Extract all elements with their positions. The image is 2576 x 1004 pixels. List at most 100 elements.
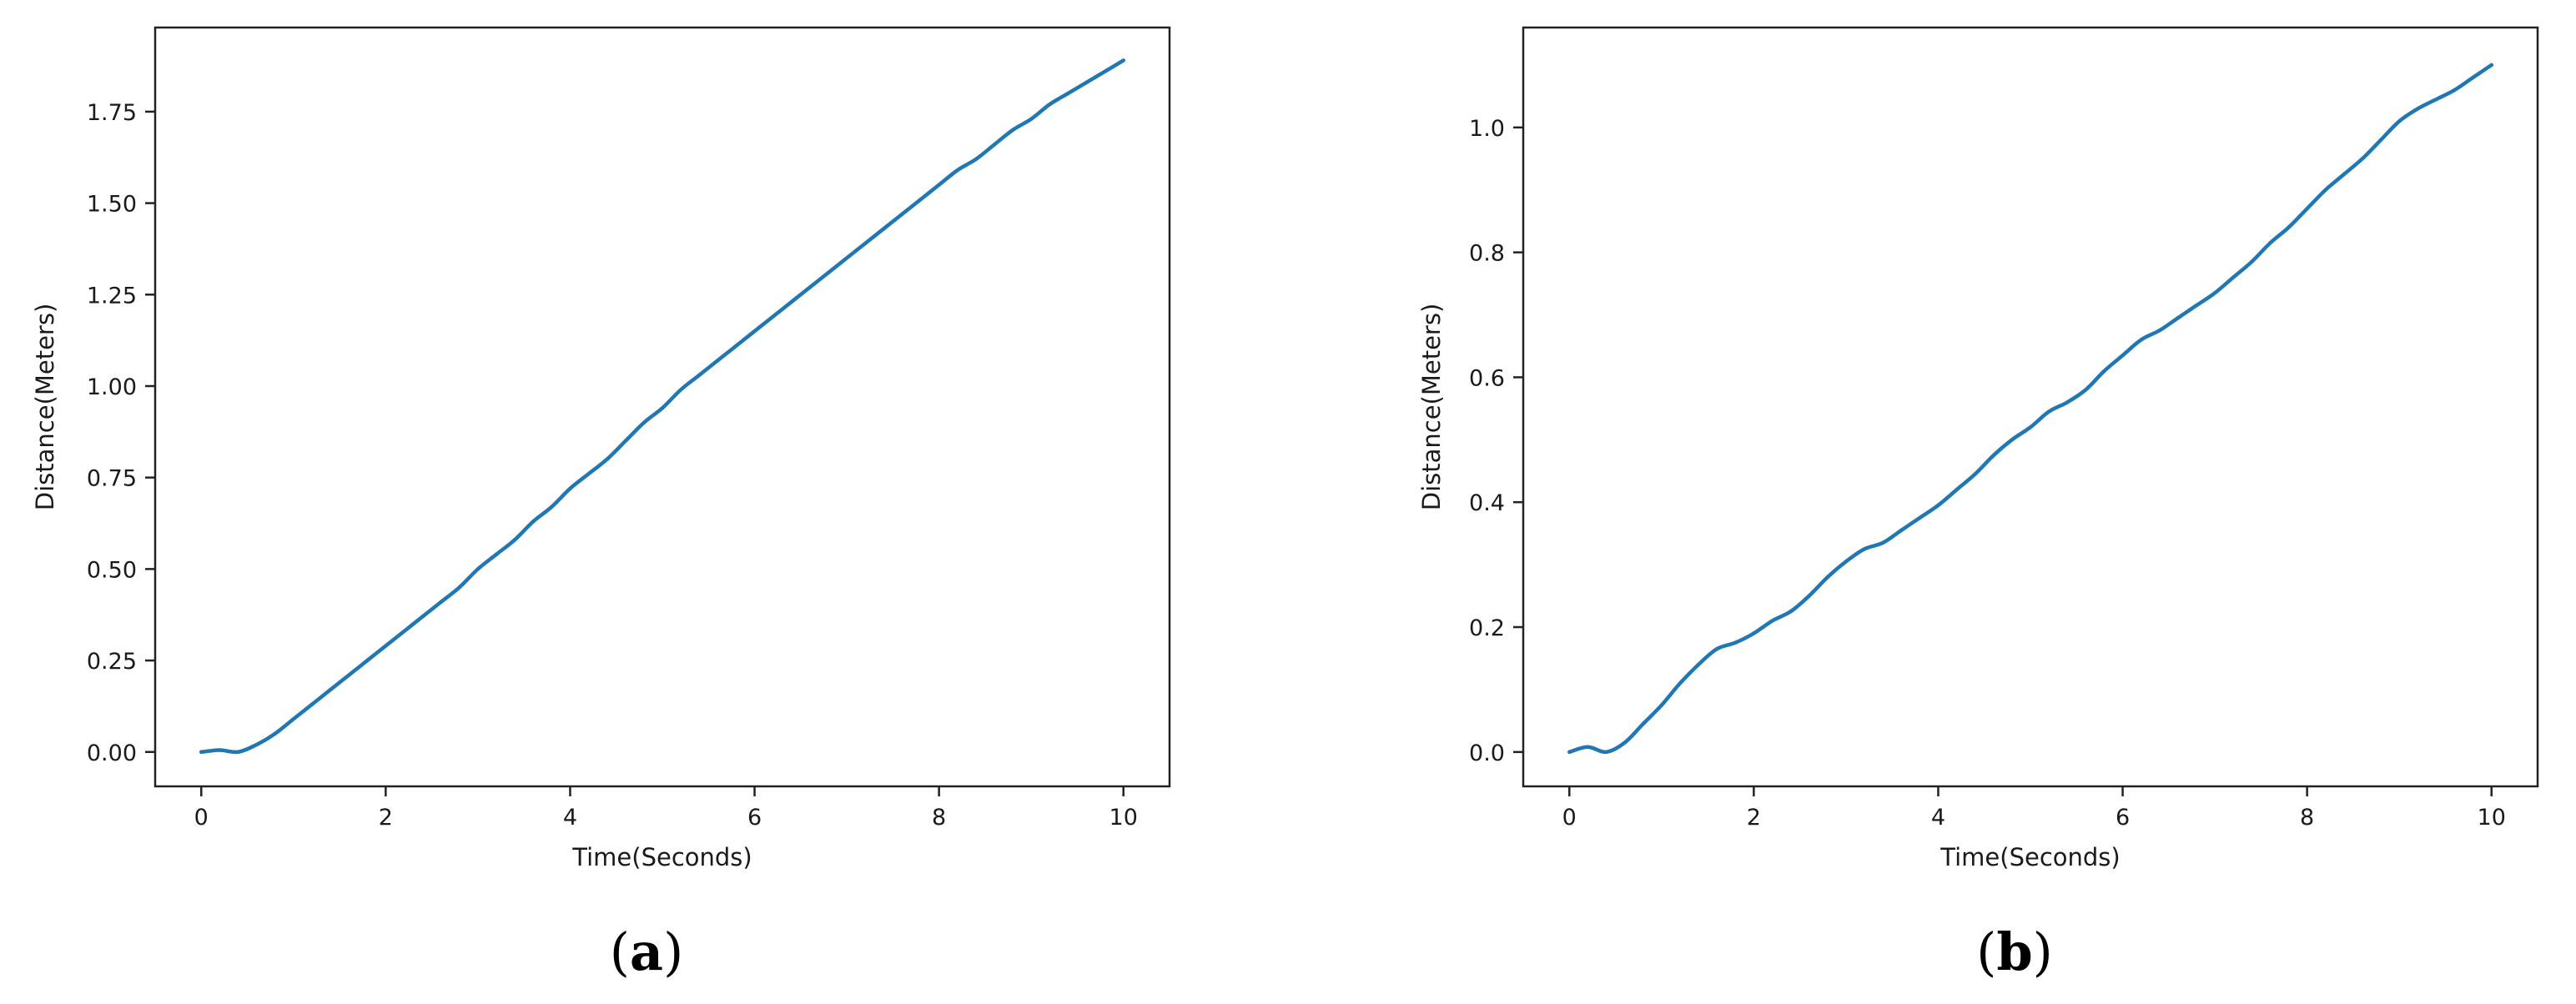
chart-b-data-point (1862, 547, 1867, 551)
chart-a-data-point (752, 329, 757, 334)
chart-a-data-point (199, 750, 204, 754)
chart-a-data-point (992, 143, 997, 147)
chart-a-data-point (863, 241, 868, 246)
chart-b-data-point (1714, 647, 1719, 651)
chart-b-data-point (2416, 107, 2420, 111)
chart-a-ytick-label: 0.75 (87, 466, 137, 492)
chart-b-data-point (1696, 662, 1701, 667)
chart-b-data-point (1973, 472, 1977, 476)
chart-a-data-point (974, 157, 979, 162)
chart-b-data-point (1604, 750, 1608, 755)
chart-b-data-point (1825, 575, 1829, 580)
chart-b-data-point (2250, 259, 2254, 264)
chart-b-ytick-label: 0.2 (1469, 615, 1505, 641)
chart-a-data-point (586, 472, 591, 476)
chart-b-data-point (2010, 438, 2015, 442)
chart-a-data-point (309, 702, 314, 706)
chart-a-xtick-label: 8 (932, 805, 946, 831)
chart-b-data-point (2323, 188, 2327, 192)
chart-a-data-point (218, 748, 222, 752)
chart-b: 0 2 4 6 8 10 0.0 0.2 0.4 0.6 0.8 1.0 Time(Seconds)… (1417, 26, 2539, 982)
chart-b-data-point (2397, 119, 2402, 123)
chart-b-data-point (1899, 528, 1904, 533)
chart-a-xtick-label: 0 (194, 805, 209, 831)
chart-a-data-point (605, 457, 609, 461)
chart-a-data-point (1066, 91, 1070, 96)
chart-b-ytick-label: 0.0 (1469, 740, 1505, 766)
chart-a-data-point (1121, 58, 1125, 63)
chart-a-data-point (882, 227, 886, 231)
chart-a-data-point (955, 168, 959, 173)
chart-a-ytick-label: 1.25 (87, 283, 137, 309)
chart-b-data-point (2157, 329, 2161, 333)
chart-b-caption-letter: b (1996, 921, 2032, 982)
chart-a-data-point (328, 687, 333, 692)
chart-b-data-point (2342, 172, 2347, 177)
chart-a-data-point (365, 658, 370, 663)
chart-b-data-point (1623, 740, 1627, 745)
chart-a-yticks: 0.00 0.25 0.50 0.75 1.00 1.25 1.50 1.75 (87, 100, 155, 766)
chart-b-data-point (2268, 241, 2272, 245)
chart-b-xtick-label: 4 (1931, 805, 1945, 831)
chart-a-ytick-label: 1.00 (87, 374, 137, 400)
chart-b-data-point (2102, 369, 2106, 374)
chart-a-data-point (900, 212, 904, 216)
chart-a-data-point (384, 644, 388, 648)
chart-b-data-point (2305, 207, 2309, 211)
chart-a-data-point (826, 270, 831, 275)
chart-a-data-point (254, 742, 259, 747)
chart-b-ylabel: Distance(Meters) (1417, 304, 1446, 511)
chart-b-marks (1567, 63, 2493, 755)
chart-a-data-point (641, 420, 647, 425)
chart-a-data-point (457, 585, 461, 590)
chart-b-data-point (2360, 157, 2365, 161)
chart-a-frame (153, 26, 1171, 788)
chart-a-data-point (697, 373, 702, 378)
chart-a-data-point (550, 505, 554, 509)
chart-b-data-point (1789, 610, 1793, 614)
chart-b-data-point (2287, 225, 2291, 229)
chart-b-caption: (b) (1976, 921, 2053, 982)
chart-a-data-point (1048, 102, 1052, 107)
chart-b-data-point (1770, 619, 1774, 623)
chart-b-data-point (1807, 594, 1811, 598)
chart-b-yticks: 0.0 0.2 0.4 0.6 0.8 1.0 (1469, 116, 1523, 766)
chart-a-data-point (918, 198, 923, 202)
chart-a-data-point (273, 731, 277, 736)
chart-a-ytick-label: 0.50 (87, 557, 137, 583)
chart-a-data-point (808, 285, 813, 289)
chart-b-data-point (2378, 138, 2383, 143)
chart-a-data-point (1084, 80, 1089, 85)
chart-a-data-point (291, 717, 296, 721)
chart-a-xtick-label: 6 (747, 805, 762, 831)
chart-a-data-point (789, 299, 793, 304)
chart-a-data-point (346, 673, 351, 677)
chart-a-data-point (494, 552, 499, 557)
chart-a-data-point (475, 567, 480, 571)
chart-b-data-point (2453, 88, 2457, 93)
chart-a-xticks: 0 2 4 6 8 10 (194, 786, 1138, 831)
chart-a-xtick-label: 10 (1109, 805, 1138, 831)
chart-a-marks (199, 58, 1125, 755)
chart-a-data-point (734, 344, 738, 348)
chart-b-data-point (1659, 703, 1664, 707)
chart-b-data-point (2489, 63, 2493, 68)
chart-a-ytick-label: 1.75 (87, 100, 137, 126)
chart-b-xtick-label: 8 (2300, 805, 2314, 831)
chart-b-data-point (1641, 721, 1645, 726)
chart-b-data-point (1991, 453, 1995, 458)
chart-a-data-point (771, 314, 775, 319)
chart-a-ytick-label: 1.50 (87, 192, 137, 218)
chart-a-data-point (844, 256, 849, 260)
chart-a-ytick-label: 0.25 (87, 649, 137, 675)
chart-b-data-point (1567, 750, 1572, 755)
chart-a-ytick-label: 0.00 (87, 740, 137, 766)
chart-b-data-point (1955, 488, 1959, 492)
chart-a-data-point (236, 750, 240, 754)
chart-b-xlabel: Time(Seconds) (1940, 843, 2120, 871)
chart-b-data-point (1918, 515, 1922, 520)
chart-b-data-point (2139, 338, 2143, 342)
chart-a-data-point (512, 538, 517, 542)
chart-b-data-point (2176, 316, 2181, 320)
